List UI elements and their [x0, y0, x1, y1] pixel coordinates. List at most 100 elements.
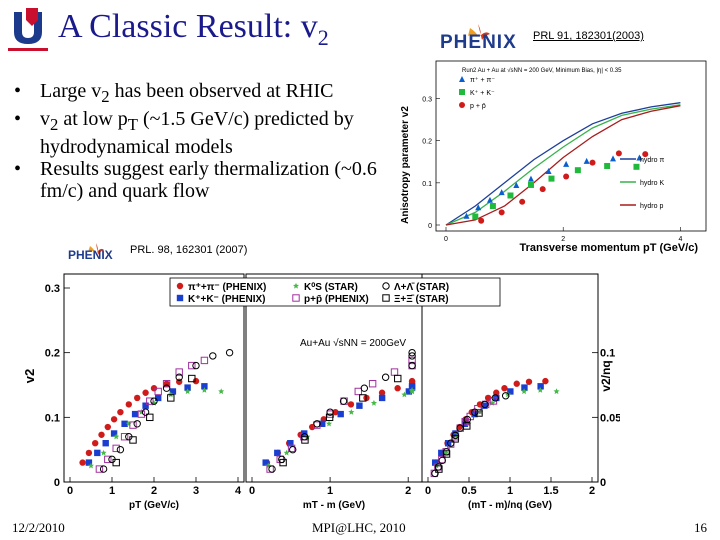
chart2-point [525, 378, 533, 385]
chart2-point [79, 459, 86, 466]
chart1-point [574, 167, 581, 174]
chart2-ytick-label-left: 0.1 [45, 412, 60, 424]
chart2-point [146, 413, 154, 422]
chart1-point [583, 157, 590, 164]
chart2-point [175, 368, 183, 376]
chart2-point [381, 373, 390, 381]
chart2-legend-marker [292, 294, 300, 302]
chart2-point [99, 465, 108, 473]
chart2-xtick-label: 1 [109, 485, 115, 497]
chart1-legend-marker [459, 89, 465, 95]
chart2-point [405, 388, 413, 395]
chart2-point [438, 456, 446, 465]
chart1-point [642, 151, 649, 158]
chart1-point [563, 160, 570, 167]
chart2-xlabel: mT - m (GeV) [303, 500, 365, 511]
chart2-point [447, 439, 455, 447]
chart2-point [85, 449, 93, 457]
chart2-point [146, 397, 154, 405]
chart2-xtick-label: 2 [405, 485, 411, 497]
chart2-point [92, 440, 99, 447]
bullet-dot-icon: • [14, 158, 22, 180]
chart2-point [98, 431, 105, 438]
chart2-point [394, 385, 401, 392]
chart2-point [287, 440, 294, 447]
chart1-point [498, 209, 505, 216]
chart2-point [142, 389, 149, 396]
chart2-point [481, 402, 488, 409]
chart2-point [88, 462, 94, 469]
chart2-xtick-label: 0 [425, 485, 431, 497]
chart1-legend-marker [459, 102, 465, 108]
chart2-xtick-label: 1 [507, 485, 513, 497]
chart2-point [268, 465, 276, 473]
chart2-legend-label: Ξ+Ξ̄ (STAR) [394, 294, 449, 305]
chart2-legend-label: p+p̄ (PHENIX) [304, 294, 369, 305]
chart2-point [112, 458, 120, 467]
chart1-point [615, 150, 622, 157]
chart1-xlabel: Transverse momentum pT (GeV/c) [520, 242, 699, 254]
chart2-point [112, 444, 120, 453]
chart1-legend-label: K⁺ + K⁻ [470, 90, 495, 97]
chart1-point [548, 175, 555, 182]
chart1-xtick-label: 2 [561, 236, 565, 243]
chart2-xtick-label: 0 [249, 485, 255, 497]
chart2-point [435, 465, 443, 473]
chart2-ylabel-right: v2/nq [599, 360, 613, 391]
chart1-point [507, 192, 514, 199]
chart2-point [117, 408, 124, 416]
chart2-point [442, 450, 451, 458]
chart2-point [339, 397, 348, 405]
bullet-dot-icon: • [14, 80, 22, 102]
phenix-logo-top: PHENIX [440, 22, 528, 54]
chart2-point [287, 444, 296, 453]
chart1-legend-label: π⁺ + π⁻ [470, 77, 495, 84]
chart2-point [137, 410, 146, 418]
footer-date: 12/2/2010 [12, 520, 65, 535]
chart2-point [463, 422, 471, 430]
chart2-point [444, 440, 452, 447]
chart2-point [110, 416, 118, 423]
chart1-xtick-label: 4 [678, 236, 682, 243]
chart2-point [408, 361, 416, 370]
chart2-point [501, 385, 508, 392]
chart2-point [326, 420, 333, 427]
chart1-legend-label: hydro p [640, 203, 663, 210]
chart2-point [133, 420, 141, 428]
chart2-point [100, 449, 107, 456]
chart2-point [454, 433, 461, 440]
slide-title: A Classic Result: v2 [58, 8, 329, 50]
chart1-point [610, 155, 617, 162]
chart1-ylabel: Anisotropy parameter v2 [400, 106, 411, 224]
chart2-xlabel: pT (GeV/c) [129, 500, 179, 511]
chart2-point [188, 374, 196, 383]
chart1-point [527, 181, 534, 188]
bullet-list: • Large v2 has been observed at RHIC • v2 … [14, 80, 404, 202]
phenix-bird-icon [468, 24, 490, 40]
chart2-point [167, 394, 175, 402]
chart2-point [201, 383, 208, 390]
chart2-annotation: Au+Au √sNN = 200GeV [300, 337, 406, 349]
chart2-point [120, 433, 129, 441]
chart2-ytick-label-left: 0 [54, 477, 60, 489]
chart2-point [283, 449, 290, 456]
chart2-point [125, 401, 132, 408]
chart2-point [401, 391, 408, 398]
chart2-point [155, 394, 162, 402]
chart2-point [116, 445, 125, 454]
chart2-xtick-label: 2 [589, 485, 595, 497]
chart2-point [102, 440, 109, 447]
chart2-legend-label: Λ+Λ̄ (STAR) [394, 282, 449, 293]
chart2-point [408, 348, 416, 357]
chart2-point [225, 348, 234, 357]
chart2-ytick-label-right: 0.1 [600, 348, 615, 360]
chart2-ytick-label-left: 0.3 [45, 283, 60, 295]
chart2-point [451, 435, 459, 443]
chart1-point [486, 196, 493, 203]
chart2-point [438, 449, 445, 457]
v2-vs-pt-chart: Anisotropy parameter v2 Run2 Au + Au at … [400, 60, 707, 254]
chart2-point [408, 383, 416, 390]
phenix-bird-icon [88, 243, 104, 255]
chart2-point [121, 420, 128, 427]
reference-top[interactable]: PRL 91, 182301(2003) [533, 30, 644, 42]
